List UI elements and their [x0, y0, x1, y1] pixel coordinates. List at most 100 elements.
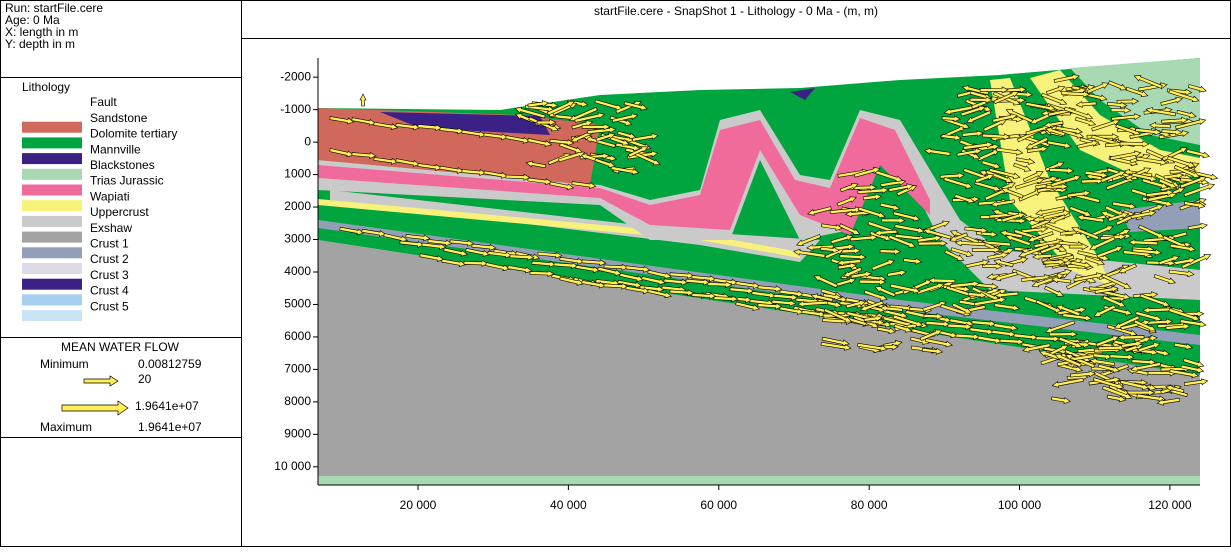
plot-title: startFile.cere - SnapShot 1 - Lithology …	[594, 4, 878, 18]
legend-label: Crust 2	[90, 252, 129, 266]
flow-arrow	[1089, 236, 1116, 250]
flow-arrow	[801, 309, 827, 318]
flow-arrow	[925, 320, 951, 328]
flow-arrow	[871, 169, 904, 183]
flow-arrow	[999, 338, 1025, 346]
flow-arrow	[351, 151, 377, 159]
flow-arrow	[1061, 90, 1091, 98]
flow-arrow	[1183, 183, 1216, 197]
flow-arrow	[339, 226, 365, 236]
flow-arrow	[1183, 201, 1206, 209]
flow-arrow	[888, 183, 914, 193]
flow-arrow	[996, 147, 1024, 156]
flow-arrow	[1055, 125, 1083, 135]
flow-arrow	[874, 229, 898, 237]
flow-arrow	[1161, 116, 1189, 124]
flow-arrow	[1131, 172, 1158, 182]
flow-arrow	[987, 251, 1009, 260]
flow-arrow	[1001, 212, 1026, 223]
flow-arrow	[1111, 113, 1142, 121]
flow-arrow	[1130, 210, 1157, 219]
flow-arrow	[1158, 255, 1180, 266]
flow-arrow	[1013, 162, 1032, 172]
flow-arrow	[586, 126, 617, 135]
legend-swatch	[22, 247, 82, 259]
flow-arrow	[669, 272, 695, 279]
flow-arrow	[559, 276, 585, 286]
flow-arrow	[757, 285, 783, 293]
flow-arrow	[351, 117, 377, 126]
flow-arrow	[923, 312, 944, 320]
flow-arrow	[619, 272, 645, 282]
flow-arrow	[874, 286, 896, 298]
flow-arrow	[857, 342, 888, 352]
flow-arrow	[1120, 319, 1151, 331]
flow-arrow	[537, 251, 563, 259]
y-tick-label: 0	[304, 134, 311, 148]
flow-arrow	[439, 165, 465, 174]
flow-arrow	[1145, 107, 1177, 117]
flow-arrow	[627, 146, 649, 158]
legend-swatch	[22, 184, 82, 196]
flow-arrow	[507, 265, 533, 274]
flow-arrow	[1169, 243, 1197, 253]
flow-arrow	[939, 172, 966, 180]
flow-arrow	[820, 341, 852, 351]
flow-arrow	[647, 289, 673, 299]
layer	[318, 118, 930, 235]
flow-arrow	[1084, 170, 1109, 179]
flow-arrow	[965, 259, 990, 269]
flow-arrow	[974, 181, 1002, 192]
legend-label: Trias Jurassic	[90, 174, 164, 188]
flow-arrow	[465, 247, 491, 257]
flow-arrow	[993, 91, 1020, 105]
flow-arrow	[610, 166, 640, 176]
flow-arrow	[793, 248, 826, 258]
flow-arrow	[1165, 323, 1191, 330]
flow-arrow	[823, 308, 853, 323]
flow-arrow	[581, 123, 611, 131]
flow-arrow	[773, 293, 799, 301]
flow-arrow	[925, 338, 953, 348]
flow-arrow	[1073, 272, 1104, 282]
flow-arrow	[963, 141, 994, 150]
y-tick-label: 8000	[284, 394, 311, 408]
y-tick-label: 6000	[284, 329, 311, 343]
flow-arrow	[1049, 330, 1078, 338]
flow-arrow	[881, 217, 906, 224]
flow-arrow	[757, 302, 783, 310]
flow-arrow	[943, 105, 973, 116]
flow-arrow	[546, 100, 576, 116]
flow-arrow	[1115, 124, 1141, 136]
legend-swatch	[22, 168, 82, 180]
legend-label: Mannville	[90, 142, 141, 156]
flow-arrow	[603, 263, 629, 271]
flow-arrow	[807, 206, 832, 216]
flow-arrow	[1179, 319, 1207, 328]
flow-arrow	[1018, 189, 1043, 202]
flow-max-label: Maximum	[40, 420, 92, 434]
flow-arrow	[1035, 335, 1061, 343]
flow-arrow	[1181, 254, 1212, 269]
flow-arrow	[1022, 171, 1044, 183]
layer	[318, 110, 1200, 300]
flow-arrow	[729, 287, 755, 295]
flow-arrow	[1107, 212, 1130, 222]
flow-arrow	[1175, 118, 1207, 130]
flow-arrow	[1066, 189, 1092, 198]
flow-arrow	[837, 262, 858, 270]
flow-arrow	[910, 336, 930, 345]
flow-arrow	[965, 110, 992, 124]
flow-arrow	[994, 303, 1021, 312]
flow-arrow	[527, 177, 553, 186]
flow-arrow	[1106, 394, 1127, 403]
flow-arrow	[536, 118, 557, 126]
flow-arrows	[329, 73, 1219, 406]
flow-arrow	[1102, 295, 1127, 308]
flow-arrow	[1096, 245, 1124, 259]
flow-arrow	[991, 329, 1017, 338]
flow-arrow	[1128, 238, 1158, 246]
legend-swatch	[22, 294, 82, 306]
flow-arrow	[822, 293, 842, 301]
flow-arrow	[994, 291, 1019, 299]
